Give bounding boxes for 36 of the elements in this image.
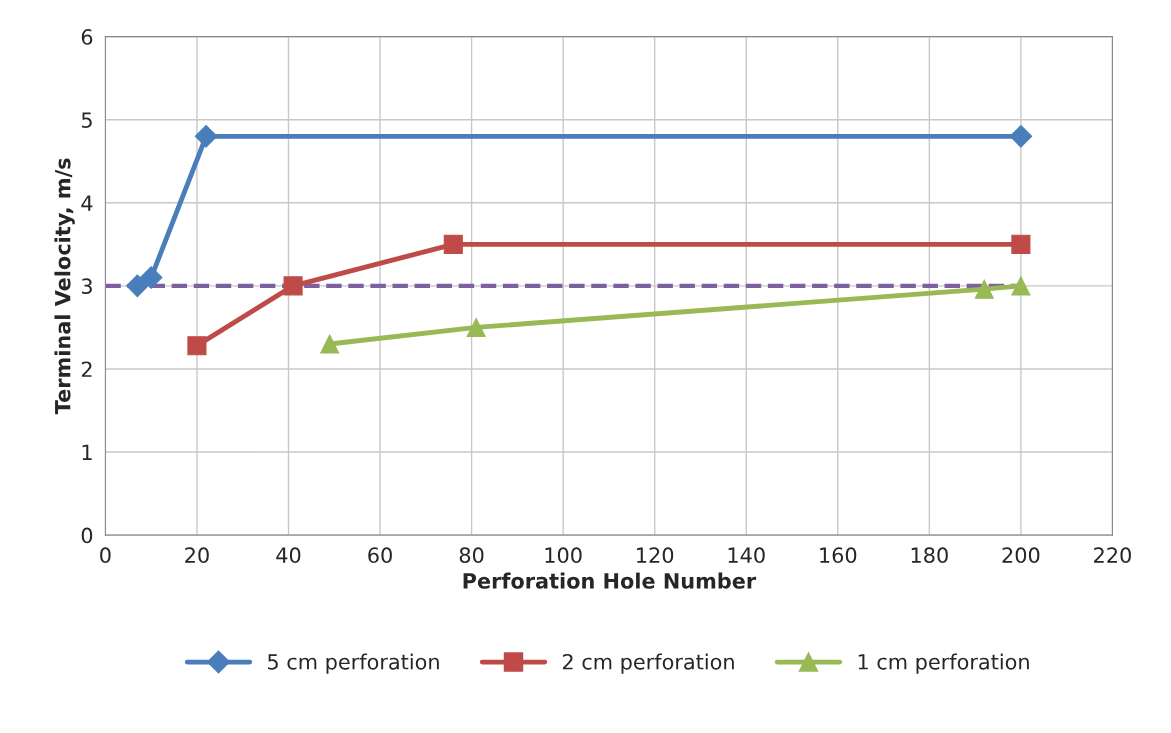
legend-label: 2 cm perforation (562, 653, 734, 674)
x-tick-label: 80 (459, 547, 484, 564)
x-tick-label: 0 (100, 547, 111, 564)
y-tick-label: 6 (81, 29, 93, 45)
x-tick-label: 220 (1094, 547, 1131, 564)
legend-label: 1 cm perforation (858, 653, 1029, 674)
y-tick-label: 5 (81, 112, 92, 128)
y-tick-label: 0 (81, 527, 93, 544)
point (1011, 234, 1031, 254)
point (194, 125, 218, 148)
x-tick-label: 60 (368, 547, 392, 564)
x-tick-label: 160 (820, 547, 857, 564)
point (187, 336, 207, 356)
point (974, 279, 994, 299)
y-tick-label: 1 (82, 444, 92, 460)
x-tick-label: 100 (545, 547, 582, 564)
point (1011, 276, 1031, 296)
x-tick-label: 140 (728, 547, 765, 564)
x-tick-label: 120 (637, 547, 674, 564)
y-tick-label: 4 (81, 195, 93, 211)
point (1009, 125, 1033, 148)
point (139, 266, 163, 289)
y-tick-label: 3 (81, 278, 92, 295)
point (466, 317, 486, 337)
point (320, 334, 340, 354)
x-tick-label: 200 (1002, 547, 1040, 564)
y-axis-title: Terminal Velocity, m/s (54, 158, 75, 415)
point (283, 276, 303, 296)
x-axis-title: Perforation Hole Number (463, 572, 757, 589)
y-tick-label: 2 (81, 361, 92, 377)
x-tick-label: 180 (911, 547, 948, 564)
x-tick-label: 40 (276, 547, 301, 564)
x-tick-label: 20 (185, 547, 209, 564)
legend-label: 5 cm perforation (268, 653, 439, 674)
point (126, 274, 149, 298)
point (443, 234, 463, 254)
